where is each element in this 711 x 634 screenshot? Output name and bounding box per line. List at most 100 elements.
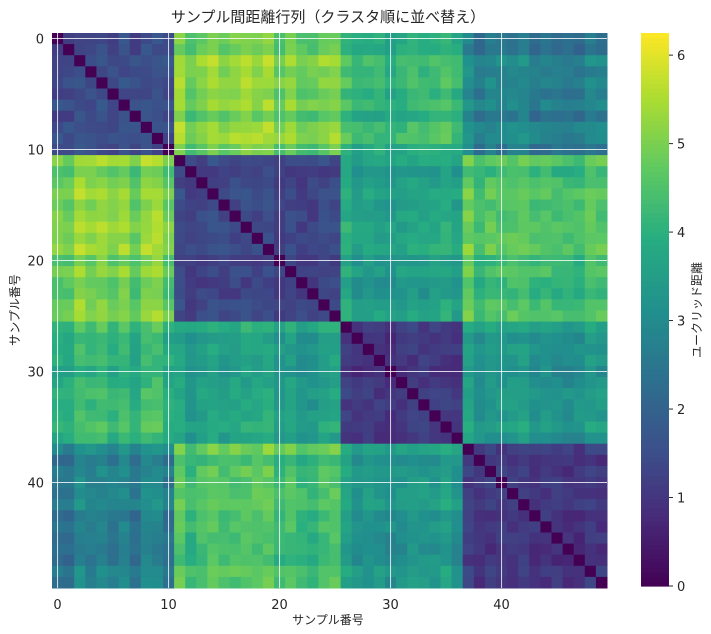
heatmap-cell [307,110,319,123]
heatmap-cell [473,388,486,400]
heatmap-cell [440,121,453,134]
heatmap-cell [329,199,342,212]
heatmap-cell [107,510,120,522]
heatmap-cell [196,576,208,589]
heatmap-cell [429,543,441,556]
heatmap-cell [462,155,475,167]
heatmap-cell [440,299,453,311]
heatmap-cell [96,377,108,389]
heatmap-cell [518,332,530,345]
heatmap-cell [340,488,353,500]
heatmap-cell [74,576,86,589]
heatmap-cell [507,188,519,200]
heatmap-cell [63,565,75,578]
heatmap-cell [595,288,608,300]
heatmap-cell [484,510,497,522]
heatmap-cell [440,55,453,67]
heatmap-cell [440,554,453,567]
heatmap-cell [451,321,464,334]
heatmap-cell [562,576,575,589]
heatmap-cell [329,243,342,256]
heatmap-cell [318,121,330,134]
heatmap-cell [584,399,597,411]
heatmap-cell [262,310,275,323]
heatmap-cell [96,510,108,522]
heatmap-cell [329,121,342,134]
heatmap-cell [484,99,497,112]
heatmap-cell [85,277,97,289]
colorbar-segment [641,447,669,453]
heatmap-cell [185,55,197,67]
heatmap-cell [462,299,475,311]
heatmap-cell [462,465,475,478]
colorbar-segment [641,553,669,559]
heatmap-cell [174,266,186,278]
heatmap-cell [573,521,586,533]
heatmap-cell [207,465,219,478]
heatmap-cell [418,521,430,533]
heatmap-cell [118,499,131,511]
heatmap-cell [595,343,608,356]
heatmap-cell [329,166,342,178]
heatmap-cell [229,421,242,434]
heatmap-cell [218,510,231,522]
heatmap-cell [318,288,330,300]
colorbar-segment [641,332,669,338]
heatmap-cell [473,266,486,278]
heatmap-cell [129,321,142,334]
heatmap-cell [351,110,364,123]
heatmap-cell [196,166,208,178]
heatmap-cell [507,110,519,123]
heatmap-cell [573,399,586,411]
colorbar-segment [641,521,669,527]
heatmap-cell [307,232,319,245]
heatmap-cell [540,499,552,511]
heatmap-cell [63,166,75,178]
heatmap-cell [551,177,564,189]
heatmap-cell [329,55,342,67]
heatmap-cell [185,221,197,234]
heatmap-cell [107,243,120,256]
heatmap-cell [518,399,530,411]
heatmap-cell [285,354,297,367]
heatmap-cell [329,499,342,511]
colorbar-segment [641,97,669,103]
heatmap-cell [218,554,231,567]
heatmap-cell [296,44,308,56]
heatmap-cell [573,232,586,245]
heatmap-cell [151,99,164,112]
heatmap-cell [96,488,108,500]
heatmap-cell [129,188,142,200]
heatmap-cell [185,310,197,323]
heatmap-cell [129,532,142,545]
heatmap-cell [429,565,441,578]
heatmap-cell [118,410,131,422]
heatmap-cell [484,488,497,500]
heatmap-cell [151,88,164,101]
heatmap-cell [451,99,464,112]
heatmap-cell [307,210,319,223]
heatmap-cell [418,55,430,67]
heatmap-cell [174,199,186,212]
heatmap-cell [96,121,108,134]
heatmap-cell [329,432,342,445]
heatmap-cell [595,277,608,289]
heatmap-cell [407,410,419,422]
heatmap-cell [207,55,219,67]
heatmap-cell [151,277,164,289]
heatmap-cell [440,410,453,422]
heatmap-cell [462,521,475,533]
heatmap-cell [396,44,408,56]
heatmap-cell [484,199,497,212]
heatmap-cell [584,232,597,245]
heatmap-cell [429,232,441,245]
heatmap-cell [573,576,586,589]
heatmap-cell [440,155,453,167]
heatmap-cell [351,288,364,300]
heatmap-cell [373,321,386,334]
heatmap-cell [318,110,330,123]
colorbar-segment [641,226,669,232]
heatmap-cell [107,77,120,89]
heatmap-cell [595,299,608,311]
heatmap-cell [218,66,231,78]
